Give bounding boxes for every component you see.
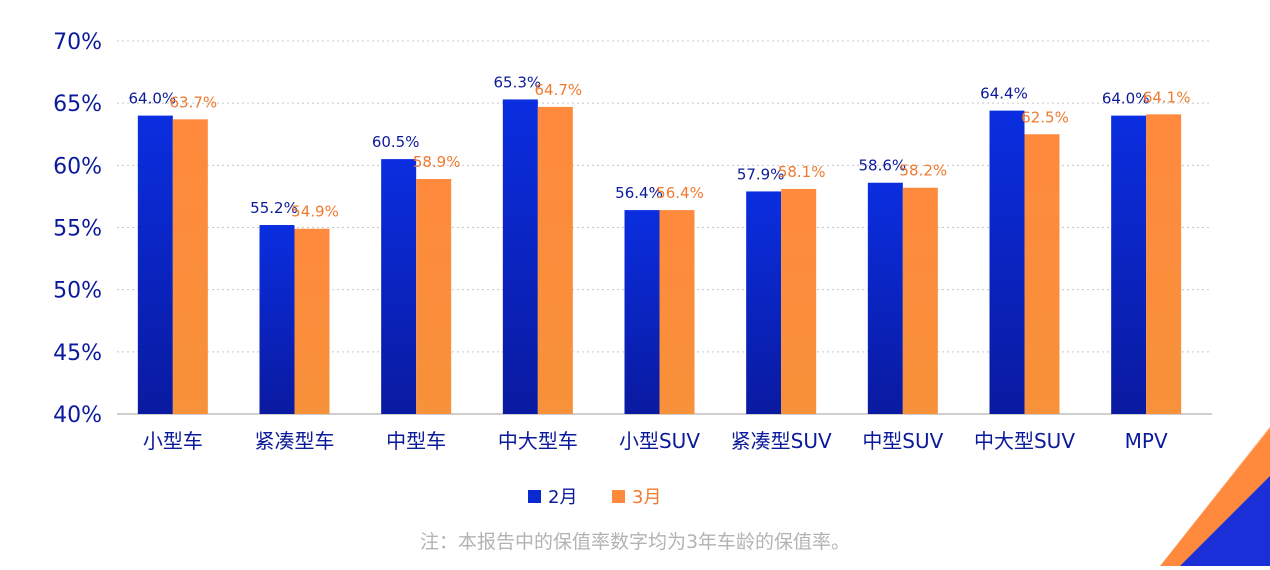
- data-label: 58.2%: [900, 162, 948, 180]
- footnote: 注：本报告中的保值率数字均为3年车龄的保值率。: [419, 531, 851, 553]
- bar: [381, 159, 417, 414]
- data-label: 64.0%: [129, 90, 177, 108]
- y-tick-label: 40%: [53, 403, 102, 428]
- legend-swatch: [612, 490, 625, 503]
- y-tick-label: 65%: [53, 92, 102, 117]
- data-label: 60.5%: [372, 133, 420, 151]
- bar: [259, 225, 295, 414]
- bar: [746, 191, 782, 414]
- bar: [867, 182, 903, 414]
- data-label: 64.4%: [980, 85, 1028, 103]
- y-tick-label: 50%: [53, 279, 102, 304]
- x-tick-label: 紧凑型车: [255, 429, 335, 453]
- x-tick-label: 小型车: [143, 429, 203, 453]
- bar: [502, 99, 538, 414]
- x-tick-label: 中大型SUV: [974, 429, 1075, 453]
- x-tick-label: 中型车: [386, 429, 446, 453]
- x-tick-label: MPV: [1125, 429, 1168, 453]
- data-label: 58.9%: [413, 153, 461, 171]
- bar: [294, 228, 330, 414]
- bar: [781, 188, 817, 414]
- bar: [989, 110, 1025, 415]
- y-tick-label: 45%: [53, 341, 102, 366]
- data-label: 55.2%: [250, 199, 298, 217]
- bar: [537, 106, 573, 414]
- bar: [1146, 114, 1182, 415]
- y-tick-label: 55%: [53, 217, 102, 242]
- data-label: 57.9%: [737, 165, 785, 183]
- bar: [624, 210, 660, 414]
- data-label: 62.5%: [1021, 108, 1069, 126]
- legend-swatch: [528, 490, 541, 503]
- bar: [1111, 115, 1147, 414]
- x-tick-label: 中型SUV: [862, 429, 943, 453]
- data-label: 65.3%: [494, 73, 542, 91]
- data-label: 56.4%: [615, 184, 663, 202]
- data-label: 58.6%: [859, 157, 907, 175]
- data-label: 56.4%: [656, 184, 704, 202]
- legend-label: 2月: [548, 487, 577, 508]
- data-label: 64.7%: [535, 81, 583, 99]
- bar: [902, 187, 938, 414]
- y-tick-label: 70%: [53, 30, 102, 55]
- legend-label: 3月: [632, 487, 661, 508]
- data-label: 54.9%: [291, 203, 339, 221]
- data-label: 64.1%: [1143, 88, 1191, 106]
- data-label: 63.7%: [170, 93, 218, 111]
- bar: [659, 210, 695, 414]
- bar: [416, 179, 452, 414]
- bar: [172, 119, 208, 414]
- data-label: 64.0%: [1102, 90, 1150, 108]
- decorative-corner-stripes: [1160, 406, 1270, 566]
- x-tick-label: 紧凑型SUV: [731, 429, 832, 453]
- x-tick-label: 中大型车: [498, 429, 578, 453]
- x-tick-label: 小型SUV: [619, 429, 700, 453]
- bar: [1024, 134, 1060, 414]
- y-tick-label: 60%: [53, 154, 102, 179]
- bar: [137, 115, 173, 414]
- data-label: 58.1%: [778, 163, 826, 181]
